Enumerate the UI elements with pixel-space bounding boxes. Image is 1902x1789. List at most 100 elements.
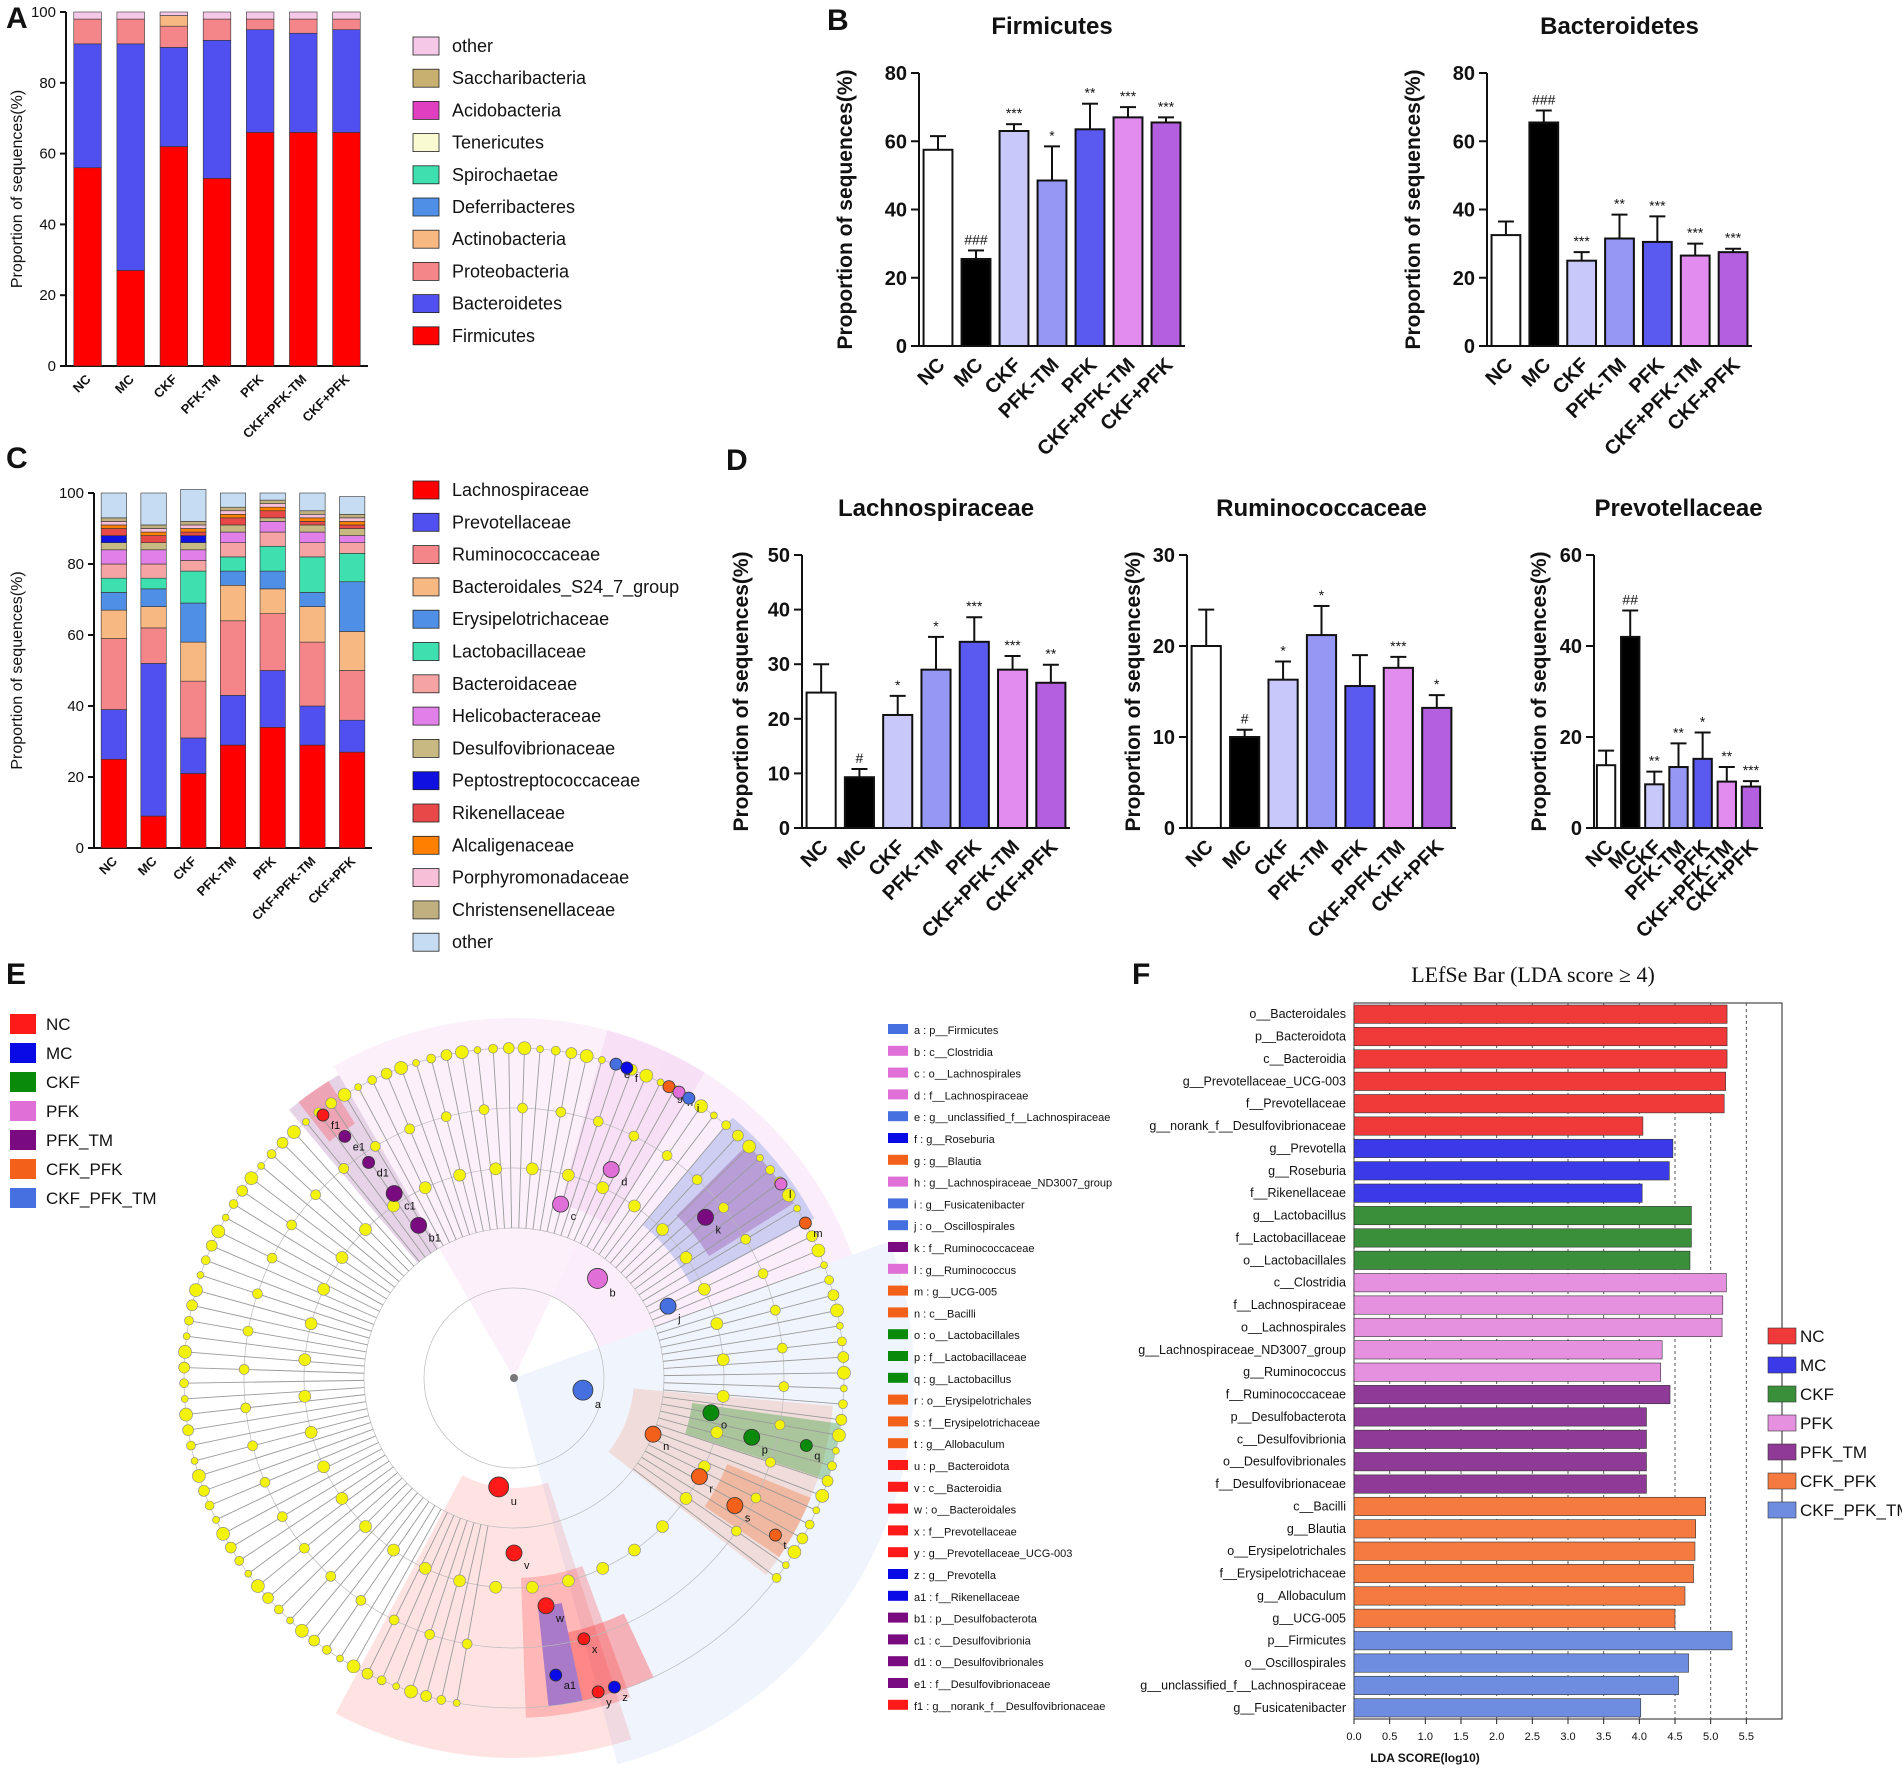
lefse-bar-g-prevotella xyxy=(1353,1138,1674,1158)
cladogram-taxon-node xyxy=(710,1426,724,1439)
lefse-bar-label: g__Prevotellaceae_UCG-003 xyxy=(1183,1074,1346,1088)
legend-swatch-bacteroidales-s24-7-group xyxy=(412,577,440,597)
highlight-pfk-tm-ruminococcaceae xyxy=(676,1144,794,1257)
lefse-x-tick-label: 4.0 xyxy=(1632,1731,1647,1743)
lefse-bar-o-lactobacillales xyxy=(1353,1250,1691,1270)
biomarker-node-z xyxy=(608,1680,621,1694)
significance-mark: # xyxy=(1241,711,1249,727)
legend-swatch-other xyxy=(412,36,440,56)
legend-label-firmicutes: Firmicutes xyxy=(452,326,535,346)
clad-key-entry: a : p__Firmicutes xyxy=(914,1025,999,1037)
cladogram-taxon-node xyxy=(317,1460,330,1474)
cladogram-leaf-node xyxy=(274,1604,284,1615)
x-tick-label: NC xyxy=(70,371,94,395)
cladogram-branch xyxy=(644,1450,803,1539)
stack-segment-other xyxy=(100,492,127,519)
clad-key-entry: p : f__Lactobacillaceae xyxy=(914,1352,1027,1364)
lefse-bar-label: f__Prevotellaceae xyxy=(1246,1097,1346,1111)
y-tick-label: 80 xyxy=(39,75,56,92)
biomarker-node-e1 xyxy=(338,1129,352,1143)
stack-segment-actinobacteria xyxy=(159,15,188,27)
biomarker-node-c1 xyxy=(385,1185,403,1202)
lefse-bar-f-rikenellaceae xyxy=(1353,1183,1643,1203)
lefse-legend-label-ckf-pfk-tm: CKF_PFK_TM xyxy=(1800,1501,1902,1520)
stack-segment-bacteroidales-s24-7-group xyxy=(100,609,127,639)
biomarker-label-v: v xyxy=(524,1560,530,1572)
stack-segment-firmicutes xyxy=(246,132,275,367)
x-tick-label: PFK xyxy=(237,371,266,400)
biomarker-node-f1 xyxy=(316,1108,330,1122)
x-tick-label: CKF xyxy=(170,853,200,883)
stack-segment-bacteroidetes xyxy=(332,29,361,133)
cladogram-leaf-node xyxy=(598,1056,606,1064)
cladogram-taxon-node xyxy=(710,1317,724,1330)
bar-nc xyxy=(1190,645,1222,829)
cladogram-taxon-node xyxy=(778,1381,790,1392)
legend-label-tenericutes: Tenericutes xyxy=(452,133,544,153)
lefse-bar-g-unclassified-f-lachnospiraceae xyxy=(1353,1675,1679,1695)
stack-segment-desulfovibrionaceae xyxy=(219,524,247,533)
legend-label-porphyromonadaceae: Porphyromonadaceae xyxy=(452,868,629,888)
lefse-bar-g-lactobacillus xyxy=(1353,1206,1692,1226)
stack-segment-bacteroidales-s24-7-group xyxy=(339,631,366,671)
cladogram-leaf-node xyxy=(812,1506,821,1515)
y-tick-label: 0 xyxy=(1464,336,1475,358)
cladogram-leaf-node xyxy=(579,1049,594,1063)
lefse-x-tick-label: 1.0 xyxy=(1418,1731,1433,1743)
cladogram-root xyxy=(510,1374,518,1382)
stack-segment-proteobacteria xyxy=(116,18,145,45)
stack-segment-bacteroidaceae xyxy=(100,563,127,579)
bar-ckf-pfk-tm xyxy=(1382,666,1414,830)
stack-segment-lactobacillaceae xyxy=(180,570,207,604)
legend-label-christensenellaceae: Christensenellaceae xyxy=(452,900,615,920)
y-tick-label: 60 xyxy=(1560,545,1582,567)
bar-ckf-pfk xyxy=(1717,251,1749,347)
stack-segment-lactobacillaceae xyxy=(140,577,167,590)
legend-swatch-bacteroidaceae xyxy=(412,674,440,694)
cladogram-taxon-node xyxy=(404,1123,415,1135)
legend-label-peptostreptococcaceae: Peptostreptococcaceae xyxy=(452,771,640,791)
cladogram-leaf-node xyxy=(565,1047,578,1059)
lefse-bar-g-ucg-005 xyxy=(1353,1608,1676,1628)
legend-label-other: other xyxy=(452,932,493,952)
legend-label-deferribacteres: Deferribacteres xyxy=(452,197,575,217)
x-tick-label: PFK-TM xyxy=(194,854,239,899)
lefse-bar-label: c__Desulfovibrionia xyxy=(1237,1432,1346,1446)
cladogram-leaf-node xyxy=(287,1125,301,1139)
lefse-bar-label: g__UCG-005 xyxy=(1272,1611,1346,1625)
chart-title: Prevotellaceae xyxy=(1594,495,1762,522)
cladogram-taxon-node xyxy=(517,1102,528,1114)
cladogram-leaf-node xyxy=(824,1275,834,1285)
cladogram-taxon-node xyxy=(628,1199,641,1213)
biomarker-label-f1: f1 xyxy=(331,1120,340,1132)
cladogram-branch xyxy=(661,1403,840,1436)
cladogram-leaf-node xyxy=(804,1519,815,1530)
stack-segment-proteobacteria xyxy=(246,18,275,30)
lefse-bar-g-norank-f-desulfovibrionaceae xyxy=(1353,1116,1644,1136)
cladogram-branch xyxy=(257,1472,398,1587)
lefse-bar-g-fusicatenibacter xyxy=(1353,1698,1642,1718)
cladogram-taxon-node xyxy=(359,1520,372,1533)
cladogram-branch xyxy=(395,1517,461,1687)
stack-segment-firmicutes xyxy=(332,132,361,367)
bar-nc xyxy=(805,691,837,829)
y-axis-label: Proportion of sequences(%) xyxy=(1528,551,1551,831)
significance-mark: *** xyxy=(1725,230,1742,246)
lefse-bar-label: o__Erysipelotrichales xyxy=(1227,1544,1346,1558)
clad-legend-label-pfk-tm: PFK_TM xyxy=(46,1131,113,1150)
lefse-bar-label: g__Blautia xyxy=(1287,1522,1346,1536)
biomarker-node-t xyxy=(769,1528,782,1542)
cladogram-branch xyxy=(646,1221,806,1308)
y-tick-label: 20 xyxy=(885,268,907,290)
cladogram-leaf-node xyxy=(276,1137,289,1149)
lefse-bar-label: g__Allobaculum xyxy=(1257,1589,1346,1603)
cladogram-leaf-node xyxy=(404,1684,418,1699)
cladogram-branch xyxy=(198,1422,371,1477)
cladogram-branch xyxy=(410,1520,468,1692)
stack-segment-other xyxy=(289,11,318,20)
stack-segment-peptostreptococcaceae xyxy=(180,535,207,543)
cladogram-leaf-node xyxy=(838,1399,848,1409)
cladogram-leaf-node xyxy=(837,1365,851,1380)
